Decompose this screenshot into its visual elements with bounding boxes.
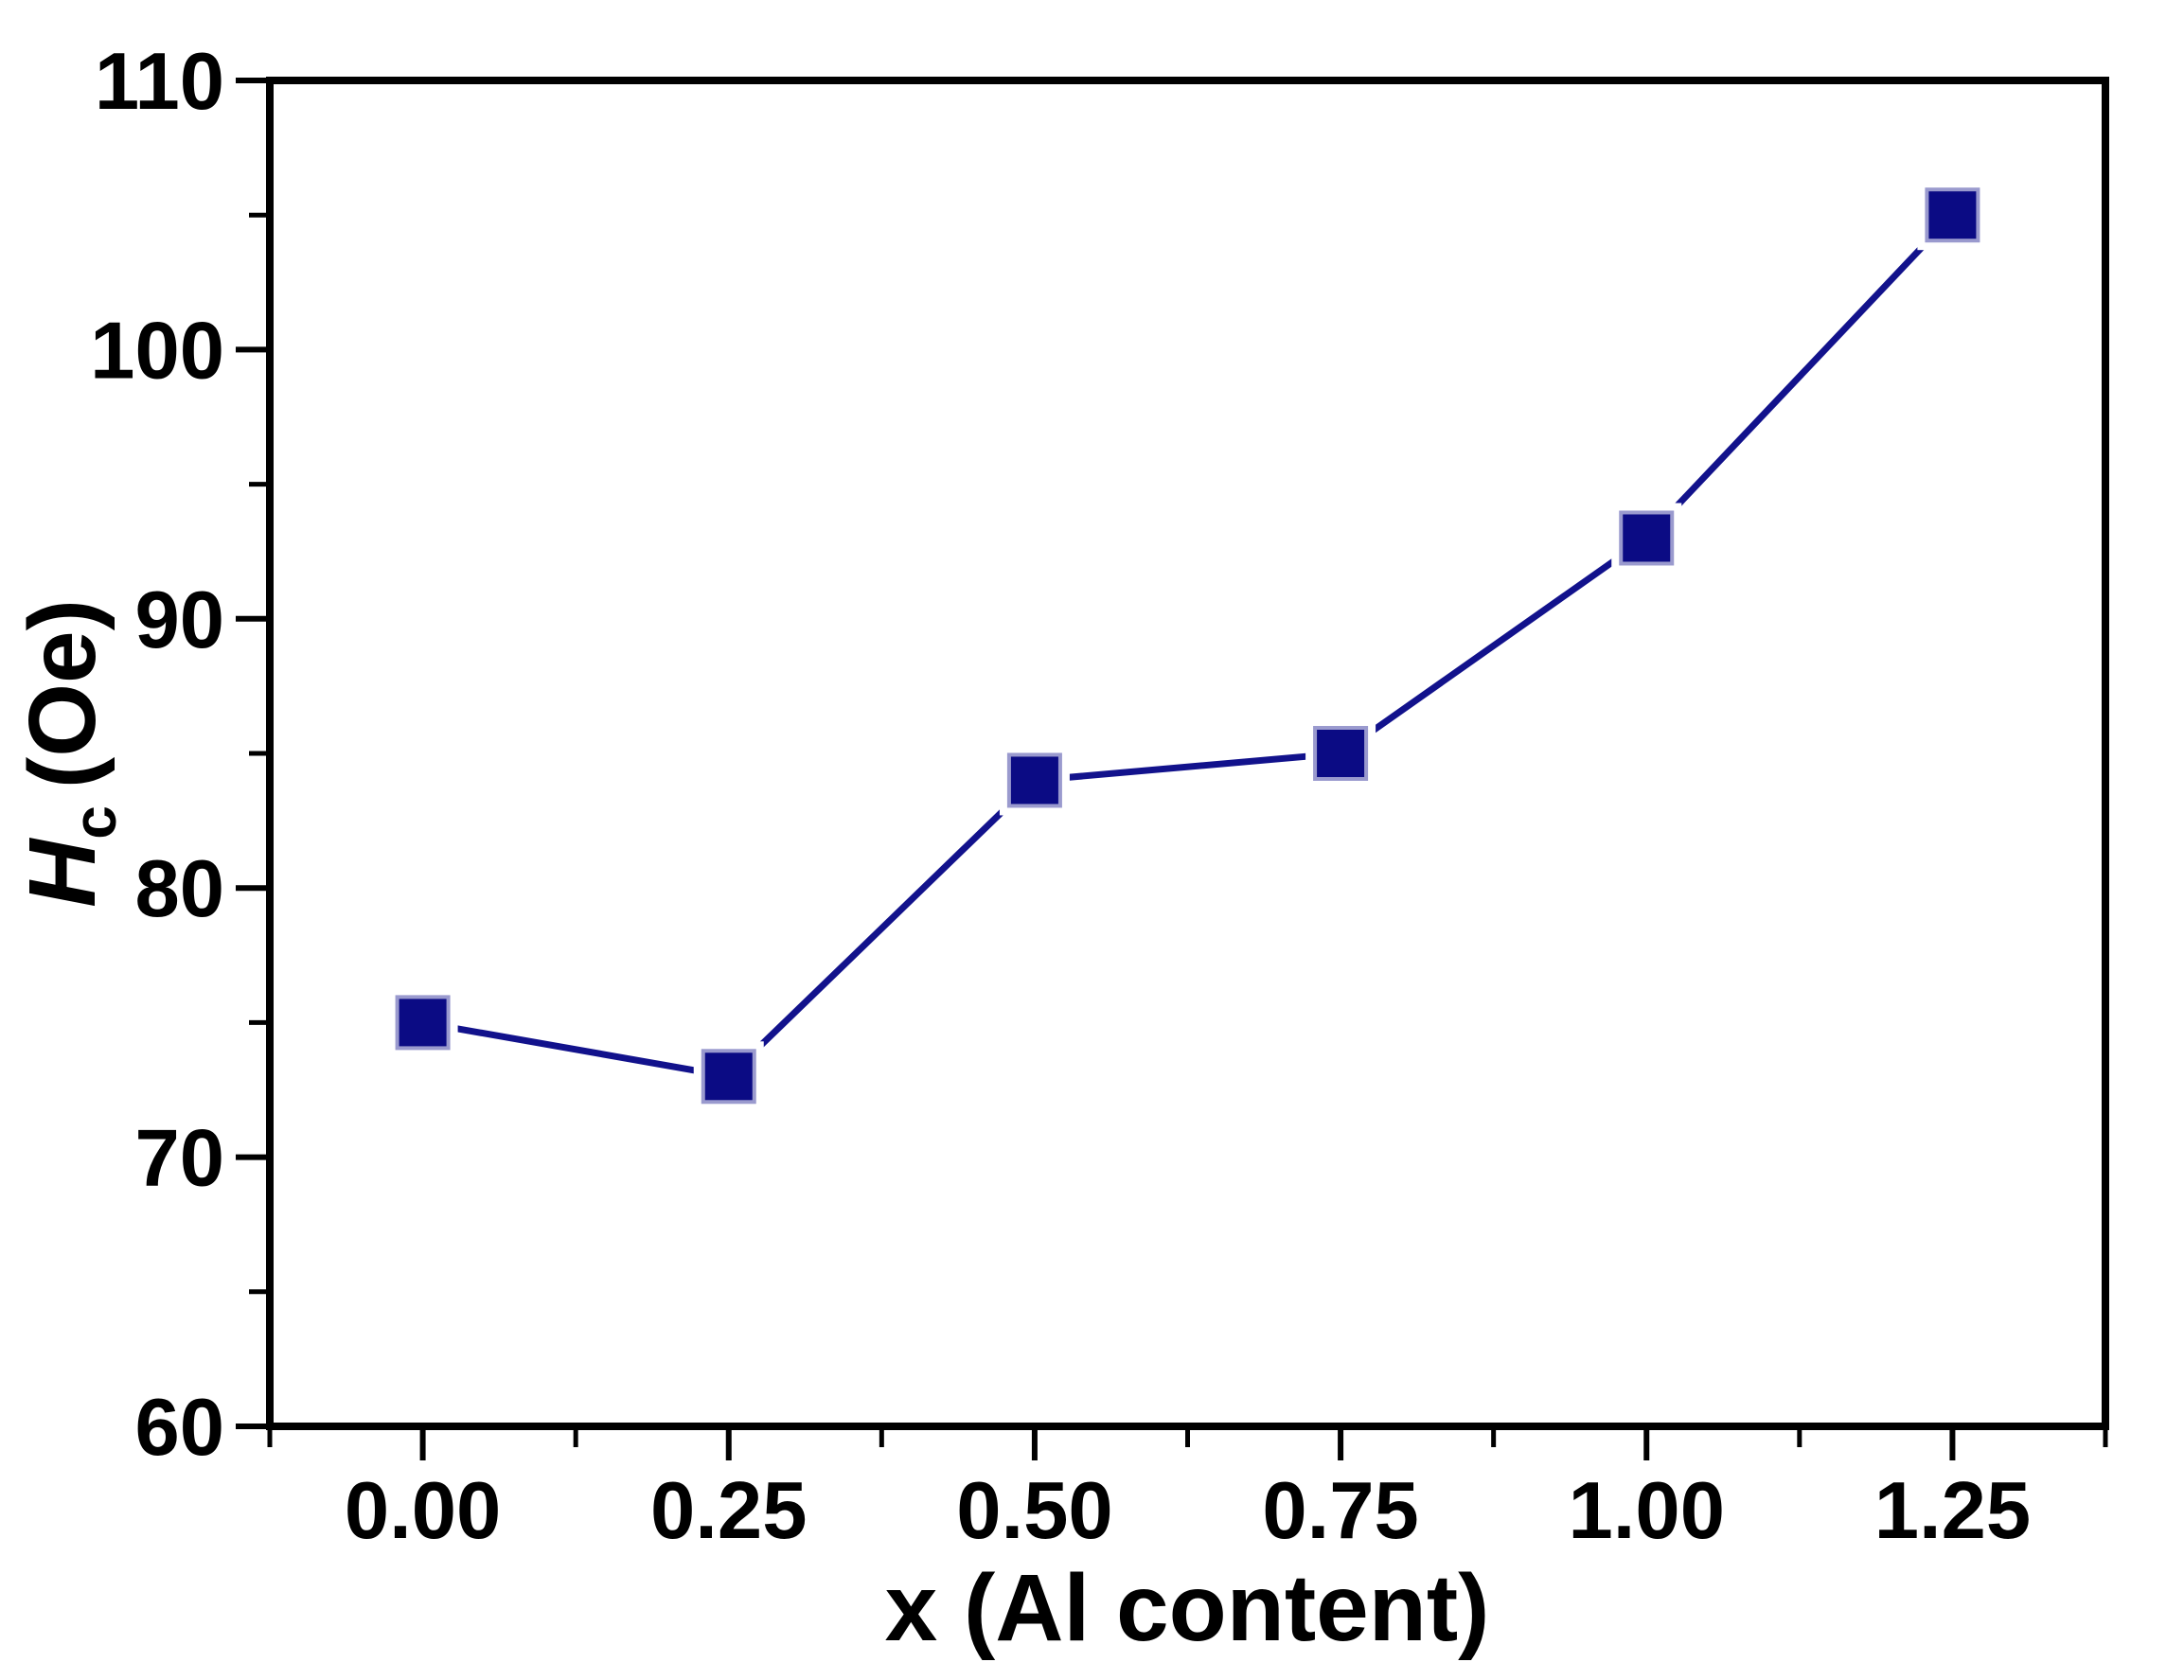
y-axis-title-unit: (Oe) [9,599,115,788]
data-point-marker [701,1049,756,1105]
y-axis-title: Hc (Oe) [9,599,129,908]
data-point-marker [1619,510,1675,566]
x-axis-minor-ticks [267,1430,2108,1447]
y-axis-title-subscript: c [61,805,129,840]
data-point-marker [1313,726,1369,781]
data-series [387,180,1988,1112]
y-axis-tick-labels: 60 70 80 90 100 110 [90,37,224,1473]
y-axis-tick-label: 70 [134,1114,224,1204]
data-point-marker [1006,752,1062,808]
x-axis-tick-label: 0.75 [1262,1466,1418,1556]
x-axis-tick-labels: 0.00 0.25 0.50 0.75 1.00 1.25 [345,1466,2031,1556]
x-axis-tick-label: 0.50 [956,1466,1112,1556]
y-axis-tick-label: 100 [90,306,224,396]
x-axis-tick-label: 1.00 [1569,1466,1725,1556]
y-axis-tick-label: 80 [134,844,224,934]
y-axis-minor-ticks [249,212,266,1295]
plot-frame [266,77,2109,1430]
series-line [419,211,1956,1081]
x-axis-tick-label: 1.25 [1874,1466,2031,1556]
y-axis-tick-label: 60 [134,1383,224,1473]
y-axis-title-symbol: H [9,838,115,908]
x-axis-tick-label: 0.00 [345,1466,501,1556]
data-point-marker [395,995,451,1051]
x-axis-major-ticks [419,1430,1956,1460]
data-point-marker [1925,187,1980,243]
x-axis-title: x (Al content) [885,1555,1490,1661]
y-axis-major-ticks [236,78,266,1429]
y-axis-tick-label: 90 [134,575,224,665]
x-axis-tick-label: 0.25 [650,1466,807,1556]
y-axis-tick-label: 110 [95,37,224,127]
